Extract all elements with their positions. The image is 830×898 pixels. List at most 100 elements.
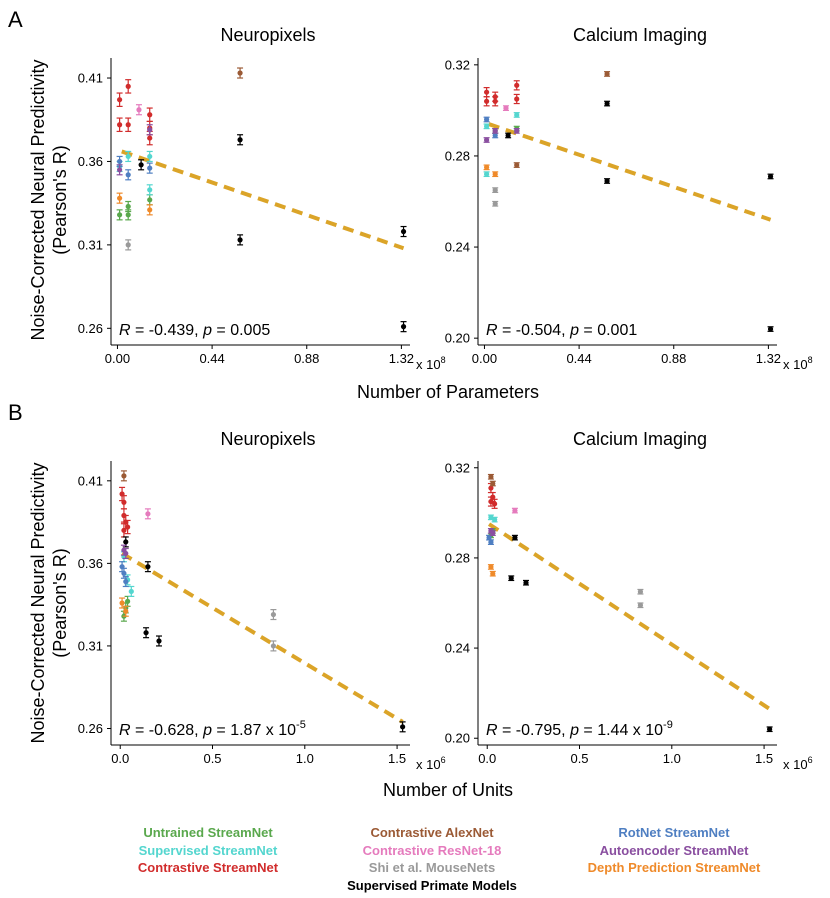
data-point bbox=[484, 164, 490, 170]
y-tick-label: 0.31 bbox=[78, 237, 103, 252]
data-point bbox=[125, 212, 131, 218]
legend-entry: Contrastive ResNet-18 bbox=[362, 842, 502, 858]
data-point bbox=[125, 153, 131, 160]
data-point bbox=[604, 100, 610, 107]
data-point bbox=[490, 480, 496, 487]
data-point bbox=[514, 162, 520, 168]
data-point bbox=[484, 98, 490, 104]
data-point bbox=[121, 527, 127, 533]
y-tick-label: 0.28 bbox=[445, 148, 470, 163]
data-point bbox=[147, 187, 153, 193]
data-point bbox=[123, 550, 129, 557]
data-point bbox=[125, 122, 131, 128]
data-point bbox=[484, 137, 490, 143]
panel-title: Neuropixels bbox=[220, 429, 315, 449]
x-tick-label: 1.32 bbox=[756, 351, 781, 366]
data-point bbox=[121, 473, 127, 479]
data-point bbox=[147, 207, 153, 213]
section-letter-b: B bbox=[8, 400, 23, 425]
data-point bbox=[492, 517, 498, 523]
data-point bbox=[604, 178, 610, 184]
x-tick-label: 1.5 bbox=[388, 751, 406, 766]
y-axis-label: Noise-Corrected Neural Predictivity (Pea… bbox=[28, 59, 70, 340]
scatter-plot-neuropixels-params: 0.26 0.31 0.36 0.41 0.00 0.44 0.88 1.32 x 108 R =… bbox=[78, 58, 446, 372]
panel-title: Calcium Imaging bbox=[573, 25, 707, 45]
y-tick-label: 0.32 bbox=[445, 57, 470, 72]
data-point bbox=[767, 326, 774, 332]
data-point bbox=[484, 123, 490, 129]
data-point bbox=[505, 132, 511, 139]
data-point bbox=[121, 499, 127, 505]
data-point bbox=[156, 638, 162, 644]
data-point bbox=[488, 564, 494, 570]
legend-entry: Autoencoder StreamNet bbox=[599, 842, 749, 858]
legend-column: RotNet StreamNet Autoencoder StreamNet D… bbox=[544, 824, 804, 877]
panel-title: Calcium Imaging bbox=[573, 429, 707, 449]
correlation-stat: R = -0.504, p = 0.001 bbox=[486, 322, 637, 339]
data-point bbox=[514, 82, 520, 88]
data-point bbox=[147, 197, 153, 203]
data-point bbox=[125, 598, 131, 604]
legend-column: Contrastive AlexNet Contrastive ResNet-1… bbox=[302, 824, 562, 894]
data-point bbox=[492, 171, 498, 177]
scatter-plot-calcium-params: 0.20 0.24 0.28 0.32 0.00 0.44 0.88 1.32 x 108 R =… bbox=[445, 57, 813, 372]
data-point bbox=[147, 165, 153, 171]
y-axis-label-line1: Noise-Corrected Neural Predictivity bbox=[28, 462, 48, 743]
legend-entry: Contrastive AlexNet bbox=[370, 825, 494, 840]
data-point bbox=[138, 162, 144, 168]
data-point bbox=[128, 588, 134, 595]
data-point bbox=[147, 153, 153, 160]
data-point bbox=[488, 539, 494, 545]
data-point bbox=[400, 228, 407, 235]
y-tick-label: 0.24 bbox=[445, 240, 470, 255]
trend-line bbox=[121, 149, 405, 251]
y-tick-label: 0.41 bbox=[78, 473, 103, 488]
legend-entry: Untrained StreamNet bbox=[143, 825, 273, 840]
data-point bbox=[767, 173, 774, 180]
x-axis-label: Number of Parameters bbox=[357, 382, 539, 402]
data-point bbox=[117, 212, 123, 218]
legend-entry: Supervised StreamNet bbox=[138, 842, 278, 858]
legend-column: Untrained StreamNet Supervised StreamNet… bbox=[78, 824, 338, 877]
legend-entry: Contrastive StreamNet bbox=[137, 860, 279, 875]
data-point bbox=[237, 70, 243, 76]
data-point bbox=[117, 97, 123, 103]
x-tick-label: 0.00 bbox=[472, 351, 497, 366]
x-tick-label: 0.00 bbox=[105, 351, 130, 366]
x-tick-label: 1.0 bbox=[296, 751, 314, 766]
data-point bbox=[492, 187, 498, 193]
data-point bbox=[125, 83, 131, 89]
correlation-stat: R = -0.795, p = 1.44 x 10-9 bbox=[486, 719, 673, 739]
data-point bbox=[514, 96, 520, 102]
data-point bbox=[523, 580, 529, 586]
x-tick-label: 1.5 bbox=[755, 751, 773, 766]
x-tick-label: 0.5 bbox=[570, 751, 588, 766]
data-point bbox=[123, 578, 129, 585]
y-tick-label: 0.32 bbox=[445, 460, 470, 475]
data-point bbox=[512, 507, 518, 514]
data-point bbox=[488, 485, 494, 491]
y-tick-label: 0.24 bbox=[445, 641, 470, 656]
data-point bbox=[514, 112, 520, 118]
data-point bbox=[514, 128, 520, 134]
data-point bbox=[400, 724, 406, 730]
trend-line bbox=[121, 551, 404, 724]
data-point bbox=[490, 530, 496, 536]
data-point bbox=[121, 570, 127, 576]
x-tick-label: 0.5 bbox=[203, 751, 221, 766]
data-point bbox=[492, 501, 498, 507]
data-point bbox=[125, 203, 131, 210]
legend-entry: RotNet StreamNet bbox=[618, 825, 730, 840]
data-point bbox=[270, 643, 277, 649]
data-point bbox=[145, 564, 151, 570]
legend: Untrained StreamNet Supervised StreamNet… bbox=[0, 824, 830, 893]
data-point bbox=[147, 112, 153, 118]
data-point bbox=[490, 571, 496, 577]
trend-line bbox=[487, 522, 771, 711]
data-point bbox=[125, 242, 131, 248]
y-tick-label: 0.26 bbox=[78, 321, 103, 336]
x-axis-multiplier: x 106 bbox=[416, 755, 446, 772]
data-point bbox=[119, 600, 125, 606]
data-point bbox=[143, 630, 149, 636]
y-tick-label: 0.36 bbox=[78, 556, 103, 571]
